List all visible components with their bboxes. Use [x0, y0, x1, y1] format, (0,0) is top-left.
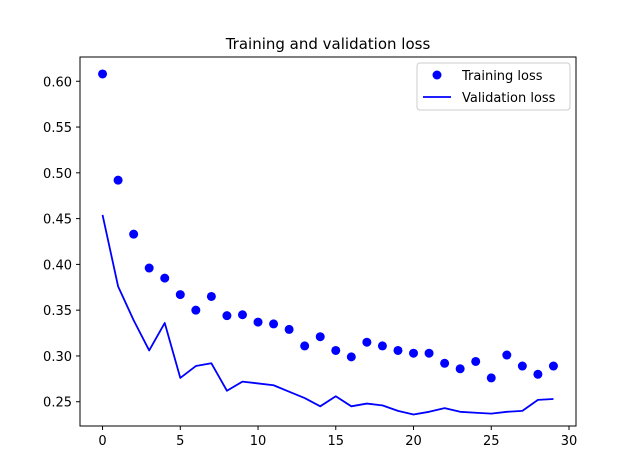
series-layer — [98, 69, 558, 416]
y-tick-label: 0.50 — [43, 167, 72, 182]
training-loss-point — [362, 337, 372, 347]
training-loss-point — [269, 319, 279, 329]
y-tick-label: 0.25 — [43, 396, 72, 411]
training-loss-point — [175, 290, 185, 300]
training-loss-point — [206, 291, 216, 301]
training-loss-point — [222, 311, 232, 321]
training-loss-point — [486, 373, 496, 383]
training-loss-point — [129, 229, 139, 239]
training-loss-point — [237, 310, 247, 320]
y-axis: 0.25 0.30 0.35 0.40 0.45 0.50 0.55 0.60 — [43, 75, 80, 411]
y-tick-label: 0.60 — [43, 75, 72, 90]
training-loss-point — [331, 345, 341, 355]
training-loss-point — [315, 332, 325, 342]
training-loss-point — [300, 341, 310, 351]
x-axis: 0 5 10 15 20 25 30 — [98, 426, 577, 449]
training-loss-point — [144, 263, 154, 273]
y-tick-label: 0.45 — [43, 213, 72, 228]
training-loss-point — [502, 350, 512, 360]
y-tick-label: 0.35 — [43, 304, 72, 319]
plot-area-frame — [79, 56, 577, 427]
training-loss-point — [346, 352, 356, 362]
training-loss-point — [393, 345, 403, 355]
x-tick-label: 10 — [250, 434, 267, 449]
x-tick-label: 5 — [176, 434, 184, 449]
x-tick-label: 15 — [328, 434, 345, 449]
training-loss-point — [191, 305, 201, 315]
training-loss-point — [113, 175, 123, 185]
training-loss-point — [98, 69, 108, 79]
training-loss-point — [253, 317, 263, 327]
y-tick-label: 0.30 — [43, 350, 72, 365]
training-loss-point — [377, 341, 387, 351]
legend-marker-training — [432, 70, 442, 80]
legend-label: Validation loss — [462, 91, 556, 106]
training-loss-point — [517, 361, 527, 371]
training-loss-point — [424, 348, 434, 358]
x-tick-label: 20 — [405, 434, 422, 449]
x-tick-label: 25 — [483, 434, 500, 449]
training-loss-point — [548, 361, 558, 371]
x-tick-label: 30 — [561, 434, 578, 449]
legend-label: Training loss — [461, 69, 543, 84]
training-loss-point — [440, 358, 450, 368]
training-loss-point — [471, 356, 481, 366]
chart-title: Training and validation loss — [225, 35, 431, 53]
x-tick-label: 0 — [98, 434, 106, 449]
legend-box — [416, 62, 571, 111]
validation-loss-line — [101, 214, 554, 416]
training-loss-point — [533, 369, 543, 379]
training-loss-point — [284, 324, 294, 334]
y-tick-label: 0.40 — [43, 258, 72, 273]
training-loss-point — [160, 273, 170, 283]
training-loss-point — [455, 364, 465, 374]
y-tick-label: 0.55 — [43, 121, 72, 136]
legend: Training loss Validation loss — [416, 62, 571, 111]
training-loss-point — [409, 348, 419, 358]
